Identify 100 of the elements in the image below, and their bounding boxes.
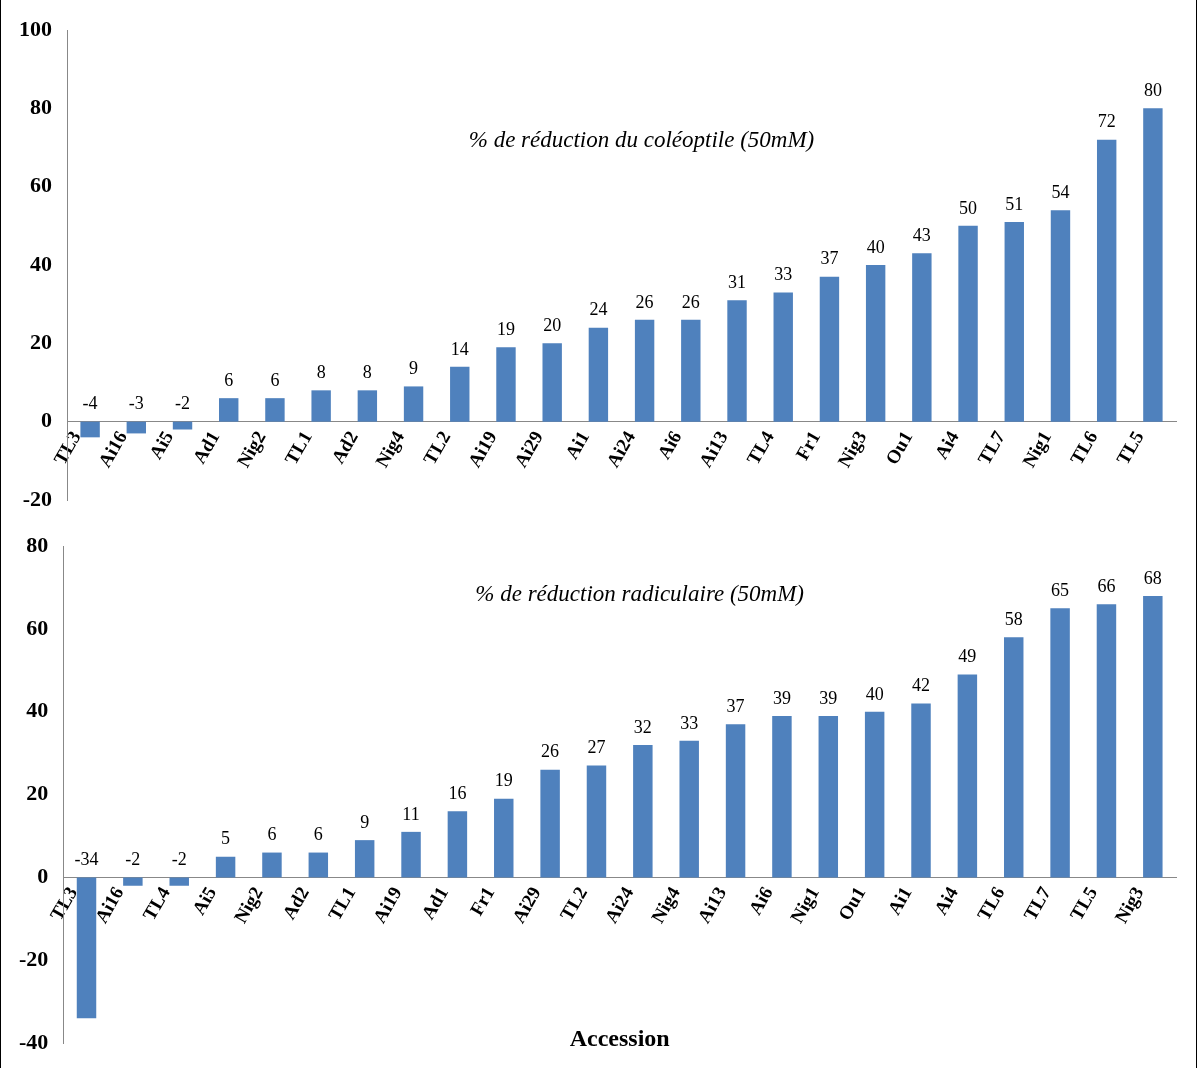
- data-label: 27: [587, 737, 606, 758]
- text: % de réduction du coléoptile (50mM): [468, 127, 815, 153]
- bar: [727, 300, 747, 422]
- bar: [169, 877, 189, 886]
- data-label: 9: [360, 811, 370, 832]
- data-label: 80: [1143, 80, 1162, 101]
- data-label: 19: [494, 770, 513, 791]
- data-label: 33: [774, 264, 793, 285]
- bar: [818, 715, 839, 878]
- data-label: 26: [681, 291, 700, 312]
- x-tick-label: TL5: [1065, 883, 1102, 924]
- bar: [1096, 604, 1117, 878]
- y-tick-label: 0: [37, 863, 49, 889]
- bar: [401, 831, 421, 878]
- bar: [126, 421, 147, 434]
- data-label: 19: [496, 318, 515, 339]
- data-label: 72: [1097, 111, 1116, 132]
- data-label: -2: [175, 393, 191, 414]
- data-label: -34: [74, 849, 99, 870]
- bar: [679, 740, 699, 878]
- y-tick-label: 80: [26, 531, 49, 557]
- bar: [494, 798, 514, 878]
- x-tick-label: TL1: [323, 883, 360, 924]
- bar: [633, 744, 653, 878]
- x-tick-label: TL1: [280, 427, 316, 468]
- x-tick-label: TL4: [138, 882, 175, 924]
- y-tick-label: 60: [26, 614, 49, 640]
- bar: [447, 811, 468, 878]
- bar: [911, 703, 931, 878]
- data-label: 6: [267, 824, 277, 845]
- data-label: 37: [726, 695, 745, 716]
- bar: [588, 327, 609, 422]
- y-tick-label: 80: [30, 94, 52, 120]
- bar: [681, 319, 701, 422]
- bar: [542, 343, 562, 422]
- data-label: 37: [820, 248, 839, 269]
- data-label: 31: [728, 271, 747, 292]
- bar: [123, 877, 143, 886]
- bar: [725, 724, 746, 878]
- bar: [262, 852, 282, 878]
- y-tick-label: -20: [22, 485, 52, 511]
- data-label: 6: [224, 369, 234, 390]
- x-tick-label: Ai1: [883, 883, 916, 919]
- data-label: 40: [865, 683, 884, 704]
- bar: [308, 852, 329, 878]
- y-tick-label: 100: [19, 15, 52, 41]
- x-tick-label: Ou1: [880, 427, 917, 468]
- bar: [1004, 221, 1024, 422]
- bar: [215, 856, 236, 878]
- bar: [1143, 108, 1163, 422]
- data-label: 39: [819, 687, 838, 708]
- data-label: 33: [680, 712, 699, 733]
- y-tick-label: 40: [26, 697, 49, 723]
- data-label: 42: [912, 675, 931, 696]
- data-label: 9: [409, 358, 419, 379]
- bar: [496, 347, 516, 422]
- bar: [772, 715, 792, 878]
- bar: [864, 711, 885, 878]
- bar: [76, 877, 97, 1019]
- data-label: 68: [1143, 567, 1162, 588]
- bar: [1004, 637, 1024, 878]
- y-tick-label: 40: [30, 250, 52, 276]
- data-label: 24: [589, 299, 608, 320]
- bar: [865, 265, 886, 422]
- data-label: 65: [1051, 580, 1070, 601]
- bar: [1143, 595, 1163, 878]
- x-tick-label: Fr1: [465, 883, 499, 920]
- data-label: 11: [402, 803, 420, 824]
- data-label: 20: [543, 315, 562, 336]
- y-tick-label: 20: [26, 780, 49, 806]
- x-tick-label: Ai1: [560, 427, 594, 463]
- x-tick-label: Ou1: [833, 883, 870, 924]
- x-tick-label: TL2: [555, 883, 592, 924]
- y-tick-label: 20: [30, 329, 52, 355]
- bar: [354, 840, 375, 878]
- y-tick-label: -20: [19, 945, 49, 971]
- bar: [172, 421, 193, 430]
- bar: [80, 421, 100, 438]
- data-label: 6: [313, 824, 323, 845]
- x-axis-title: Accession: [569, 1025, 670, 1052]
- data-label: 8: [316, 362, 326, 383]
- bar: [957, 674, 978, 878]
- bar: [311, 390, 331, 422]
- x-tick-label: Ai5: [187, 883, 221, 919]
- x-tick-label: Ai4: [930, 426, 964, 463]
- data-label: 16: [448, 782, 467, 803]
- data-label: 26: [635, 291, 654, 312]
- data-label: 8: [362, 362, 372, 383]
- data-label: 51: [1005, 193, 1024, 214]
- data-label: 40: [866, 236, 885, 257]
- bar: [450, 366, 470, 422]
- data-label: 6: [270, 369, 280, 390]
- bar: [540, 769, 560, 878]
- bar: [1096, 139, 1117, 422]
- data-label: 43: [912, 224, 931, 245]
- data-label: 39: [772, 687, 791, 708]
- bar: [819, 276, 840, 422]
- y-tick-label: 0: [41, 407, 52, 433]
- bar: [265, 398, 285, 422]
- data-label: 58: [1004, 609, 1023, 630]
